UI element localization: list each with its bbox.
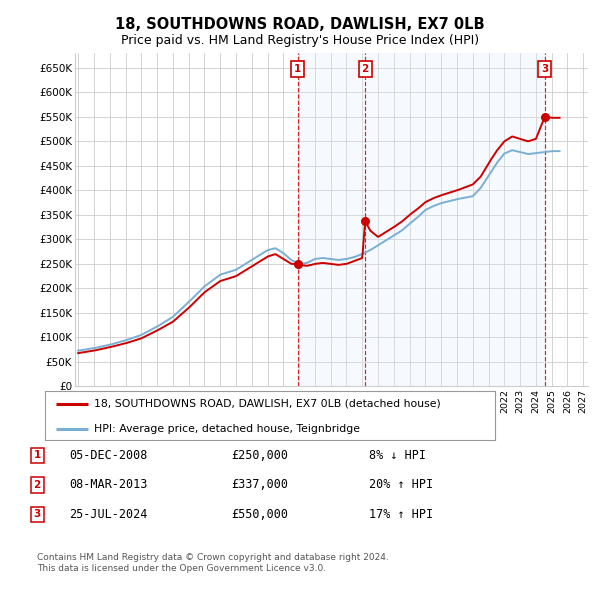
Text: 18, SOUTHDOWNS ROAD, DAWLISH, EX7 0LB (detached house): 18, SOUTHDOWNS ROAD, DAWLISH, EX7 0LB (d…: [95, 399, 441, 409]
Text: 3: 3: [541, 64, 548, 74]
Text: Contains HM Land Registry data © Crown copyright and database right 2024.: Contains HM Land Registry data © Crown c…: [37, 553, 389, 562]
Text: £250,000: £250,000: [231, 449, 288, 462]
Text: 25-JUL-2024: 25-JUL-2024: [69, 508, 148, 521]
Text: 8% ↓ HPI: 8% ↓ HPI: [369, 449, 426, 462]
Text: 1: 1: [34, 451, 41, 460]
Text: 2: 2: [361, 64, 369, 74]
Text: 1: 1: [294, 64, 302, 74]
Bar: [298, 53, 545, 386]
Text: £550,000: £550,000: [231, 508, 288, 521]
Text: HPI: Average price, detached house, Teignbridge: HPI: Average price, detached house, Teig…: [95, 424, 361, 434]
Text: 20% ↑ HPI: 20% ↑ HPI: [369, 478, 433, 491]
Text: 08-MAR-2013: 08-MAR-2013: [69, 478, 148, 491]
Text: 17% ↑ HPI: 17% ↑ HPI: [369, 508, 433, 521]
Text: Price paid vs. HM Land Registry's House Price Index (HPI): Price paid vs. HM Land Registry's House …: [121, 34, 479, 47]
Text: 05-DEC-2008: 05-DEC-2008: [69, 449, 148, 462]
Text: £337,000: £337,000: [231, 478, 288, 491]
Text: 2: 2: [34, 480, 41, 490]
Text: This data is licensed under the Open Government Licence v3.0.: This data is licensed under the Open Gov…: [37, 565, 326, 573]
Text: 18, SOUTHDOWNS ROAD, DAWLISH, EX7 0LB: 18, SOUTHDOWNS ROAD, DAWLISH, EX7 0LB: [115, 17, 485, 31]
Text: 3: 3: [34, 510, 41, 519]
